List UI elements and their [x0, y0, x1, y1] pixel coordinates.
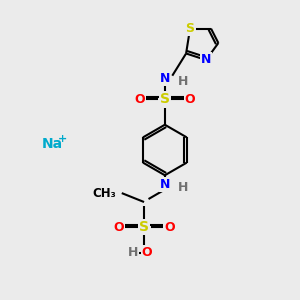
- Text: S: S: [185, 22, 194, 35]
- Text: Na: Na: [41, 137, 62, 151]
- Text: O: O: [142, 246, 152, 259]
- Text: CH₃: CH₃: [92, 187, 116, 200]
- Text: N: N: [201, 53, 211, 67]
- Text: N: N: [160, 72, 170, 85]
- Text: H: H: [178, 75, 189, 88]
- Text: O: O: [113, 221, 124, 234]
- Text: S: S: [139, 220, 149, 234]
- Text: S: S: [160, 92, 170, 106]
- Text: O: O: [164, 221, 175, 234]
- Text: +: +: [58, 134, 67, 144]
- Text: O: O: [134, 93, 145, 106]
- Text: H: H: [178, 181, 189, 194]
- Text: H: H: [128, 246, 139, 259]
- Text: N: N: [160, 178, 170, 191]
- Text: O: O: [185, 93, 195, 106]
